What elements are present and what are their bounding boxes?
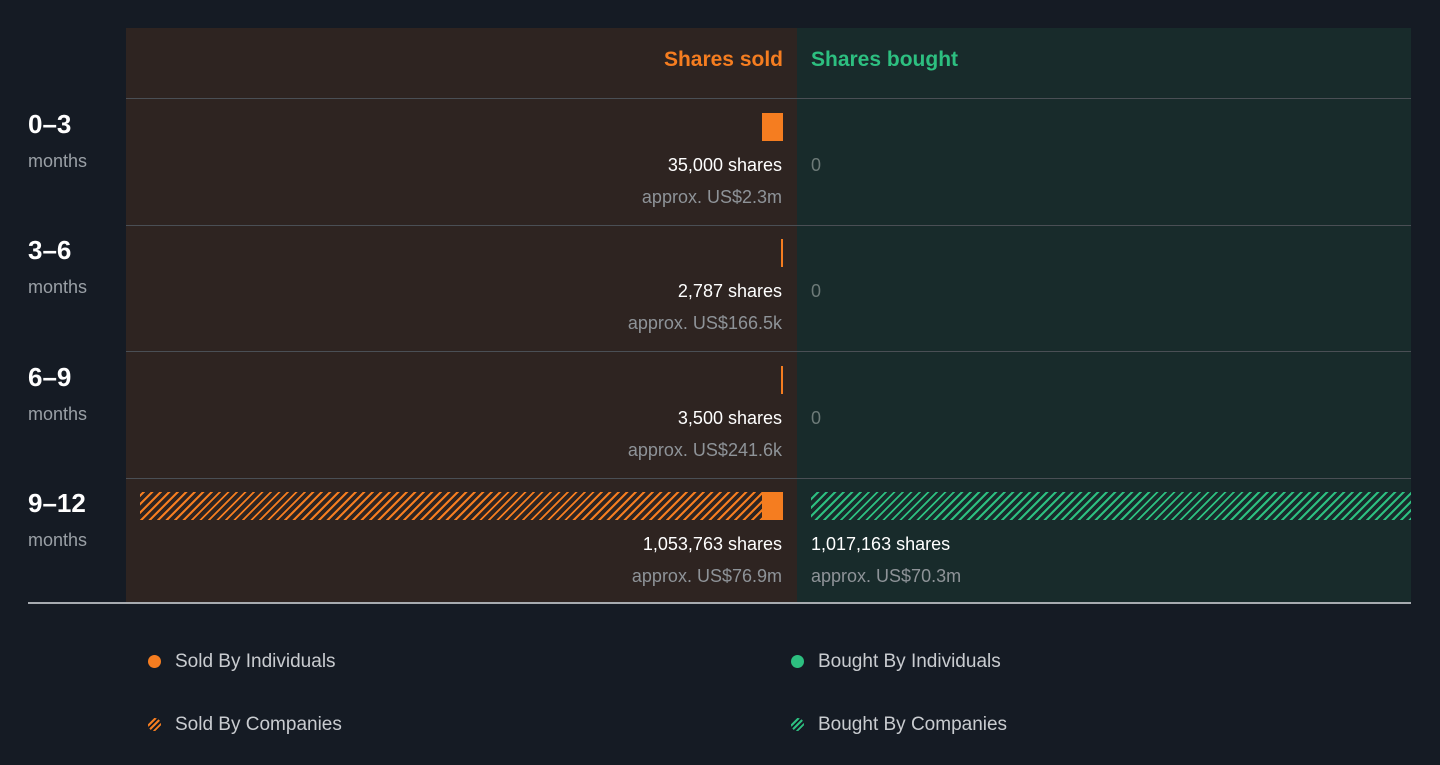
bought-companies-bar <box>811 492 1411 520</box>
bought-individuals-swatch <box>791 655 804 668</box>
sold-individuals-bar <box>781 239 783 267</box>
period-unit: months <box>28 277 88 297</box>
sold-shares-label: 35,000 shares <box>667 155 782 175</box>
sold-shares-label: 1,053,763 shares <box>642 534 782 554</box>
sold-individuals-bar <box>781 366 783 394</box>
period-unit: months <box>28 530 88 550</box>
bought-zero-label: 0 <box>811 155 822 175</box>
shares-sold-header: Shares sold <box>663 48 783 71</box>
sold-approx-value: approx. US$166.5k <box>627 313 782 333</box>
period-label: 9–12 <box>28 488 86 518</box>
period-label: 3–6 <box>28 235 72 265</box>
row-divider <box>126 478 1411 479</box>
bought-zero-label: 0 <box>811 281 822 301</box>
legend-sold-companies: Sold By Companies <box>175 714 342 735</box>
row-divider <box>126 98 1411 99</box>
row-divider <box>126 351 1411 352</box>
sold-shares-label: 2,787 shares <box>677 281 782 301</box>
chart-baseline <box>28 602 1411 604</box>
sold-approx-value: approx. US$241.6k <box>627 440 782 460</box>
bought-shares-label: 1,017,163 shares <box>811 534 951 554</box>
bought-zero-label: 0 <box>811 408 822 428</box>
period-label: 6–9 <box>28 362 72 392</box>
legend-bought-companies: Bought By Companies <box>818 714 1008 735</box>
period-label: 0–3 <box>28 109 72 139</box>
legend-bought-individuals: Bought By Individuals <box>818 651 1001 672</box>
period-unit: months <box>28 404 88 424</box>
shares-bought-header: Shares bought <box>811 48 959 71</box>
bought-approx-value: approx. US$70.3m <box>811 566 962 586</box>
row-divider <box>126 225 1411 226</box>
legend-sold-individuals: Sold By Individuals <box>175 651 336 672</box>
sold-approx-value: approx. US$76.9m <box>631 566 782 586</box>
period-unit: months <box>28 151 88 171</box>
sold-companies-bar <box>140 492 762 520</box>
sold-shares-label: 3,500 shares <box>677 408 782 428</box>
sold-approx-value: approx. US$2.3m <box>641 187 782 207</box>
sold-companies-swatch <box>148 718 161 731</box>
sold-individuals-bar <box>762 492 783 520</box>
bought-companies-swatch <box>791 718 804 731</box>
sold-individuals-bar <box>762 113 783 141</box>
sold-individuals-swatch <box>148 655 161 668</box>
